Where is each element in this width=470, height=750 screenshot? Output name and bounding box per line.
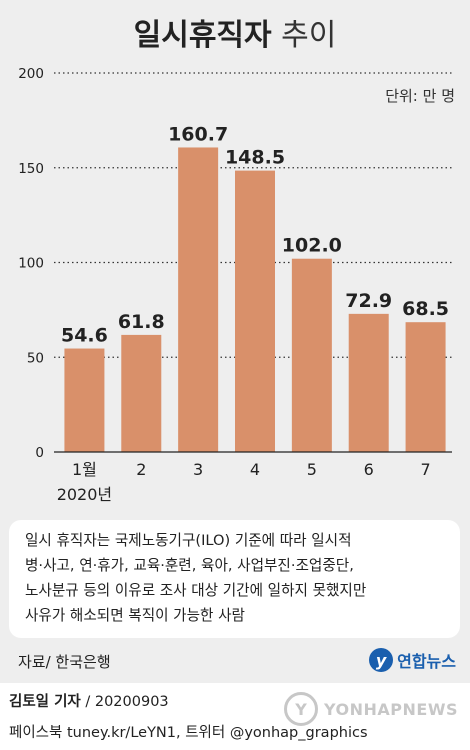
definition-note: 일시 휴직자는 국제노동기구(ILO) 기준에 따라 일시적 병·사고, 연·휴… <box>9 520 460 638</box>
value-label: 54.6 <box>61 325 108 347</box>
note-line: 일시 휴직자는 국제노동기구(ILO) 기준에 따라 일시적 <box>25 532 352 549</box>
x-axis: 1월 2 3 4 5 6 7 2020년 <box>57 460 431 504</box>
x-tick-label: 3 <box>193 460 203 479</box>
chart-title: 일시휴직자 추이 <box>0 10 470 54</box>
note-line: 사유가 해소되면 복직이 가능한 사람 <box>25 607 245 624</box>
x-tick-label: 4 <box>250 460 260 479</box>
bar <box>348 313 389 452</box>
bars <box>64 147 446 452</box>
watermark: Y YONHAPNEWS <box>284 692 458 726</box>
watermark-logo-icon: Y <box>284 692 318 726</box>
source-label: 자료/ 한국은행 <box>18 653 111 671</box>
y-tick-label: 50 <box>27 350 44 366</box>
x-year-label: 2020년 <box>57 485 112 504</box>
unit-label: 단위: 만 명 <box>385 87 455 105</box>
x-tick-label: 5 <box>307 460 317 479</box>
byline: 김토일 기자 / 20200903 <box>9 690 169 711</box>
yonhap-logo-text: 연합뉴스 <box>397 652 456 671</box>
x-tick-label: 7 <box>420 460 430 479</box>
value-label: 160.7 <box>168 123 228 145</box>
y-axis: 0 50 100 150 200 <box>18 66 452 461</box>
title-bold: 일시휴직자 <box>133 18 272 53</box>
x-tick-label: 6 <box>364 460 374 479</box>
y-tick-label: 150 <box>18 161 44 177</box>
bar <box>178 147 219 452</box>
yonhap-logo: y 연합뉴스 <box>369 647 456 673</box>
value-label: 68.5 <box>402 298 449 320</box>
watermark-text: YONHAPNEWS <box>324 699 458 719</box>
y-tick-label: 100 <box>18 256 44 272</box>
note-line: 병·사고, 연·휴가, 교육·훈련, 육아, 사업부진·조업중단, <box>25 557 354 574</box>
yonhap-logo-icon: y <box>369 648 394 672</box>
chart-card: 일시휴직자 추이 54.6 61.8 160.7 148.5 102.0 72.9 68.5… <box>0 0 470 683</box>
publish-date: / 20200903 <box>80 694 169 710</box>
value-label: 148.5 <box>225 147 285 169</box>
y-tick-label: 0 <box>35 445 44 461</box>
note-line: 노사분규 등의 이유로 조사 대상 기간에 일하지 못했지만 <box>25 582 367 599</box>
x-tick-label: 1월 <box>72 460 97 479</box>
value-label: 61.8 <box>118 311 165 333</box>
social-links: 페이스북 tuney.kr/LeYN1, 트위터 @yonhap_graphic… <box>9 725 368 741</box>
reporter-name: 김토일 기자 <box>9 694 81 710</box>
bar <box>235 170 275 452</box>
y-tick-label: 200 <box>18 66 44 82</box>
value-label: 72.9 <box>345 290 392 312</box>
value-label: 102.0 <box>282 235 342 257</box>
title-light: 추이 <box>281 18 337 53</box>
bar <box>121 334 162 452</box>
x-tick-label: 2 <box>136 460 146 479</box>
bar <box>64 348 105 452</box>
bar <box>405 322 446 452</box>
bar <box>291 258 332 452</box>
